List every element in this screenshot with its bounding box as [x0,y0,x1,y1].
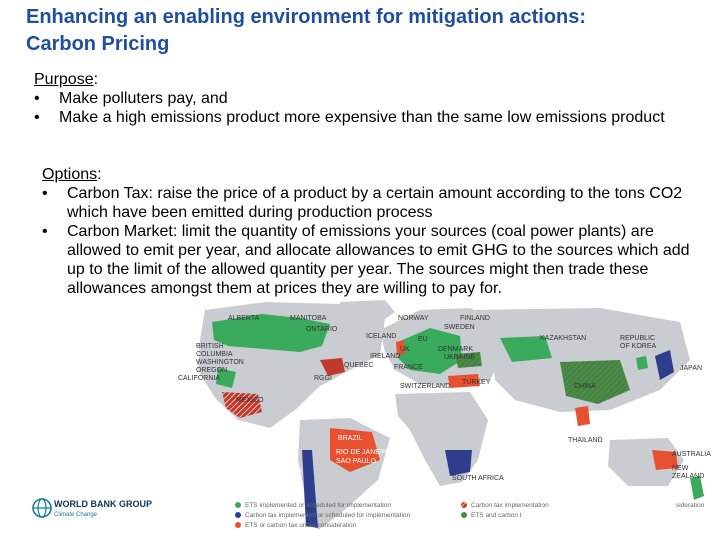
legend-consider-swatch [235,522,241,528]
map-label-chile: CHILE [282,469,303,476]
options-bullet-2: Carbon Market: limit the quantity of emi… [67,223,690,297]
slide-title: Enhancing an enabling environment for mi… [26,4,706,58]
map-label-japan: JAPAN [680,365,702,372]
new-zealand-region [690,476,704,500]
chile-region [302,450,318,528]
ukraine-region [455,352,482,368]
australia-landmass [608,438,684,486]
map-label-sao-paulo: SAO PAULO [336,458,376,465]
map-legend: ETS implemented or scheduled for impleme… [235,502,705,529]
slide-title-line-2: Carbon Pricing [26,33,170,55]
kazakhstan-region [500,336,552,362]
legend-tax-label: Carbon tax implemented or scheduled for … [245,512,411,519]
canada-ets-region [212,314,330,352]
slide-title-line-1: Enhancing an enabling environment for mi… [26,6,587,28]
map-label-new-zealand-2: ZEALAND [672,473,704,480]
carbon-pricing-world-map: BRAZIL RIO DE JANEIRO SAO PAULO CHILE SO… [32,300,711,530]
list-item: • Carbon Market: limit the quantity of em… [42,222,707,298]
list-item: • Make a high emissions product more expe… [34,108,694,127]
map-label-brazil: BRAZIL [338,435,363,442]
asia-landmass [470,308,690,412]
eu-ets-region [398,328,462,374]
list-item: • Make polluters pay, and [34,89,694,108]
map-label-rio: RIO DE JANEIRO [336,449,393,456]
map-label-switzerland: SWITZERLAND [400,383,450,390]
uk-region [396,340,405,355]
australia-region [652,450,678,470]
legend-ets-and-tax-swatch [461,512,467,518]
legend-tax-impl-swatch [461,502,467,508]
map-label-australia: AUSTRALIA [672,451,711,458]
mexico-region [222,392,262,418]
japan-region [655,350,674,380]
legend-tax-impl-label: Carbon tax implementation [471,502,549,509]
world-bank-logo-name: WORLD BANK GROUP [54,499,152,509]
options-heading: Options: [42,166,102,183]
korea-region [636,356,648,370]
list-item: • Carbon Tax: raise the price of a produc… [42,184,707,222]
legend-ets-label: ETS implemented or scheduled for impleme… [245,502,391,509]
world-bank-logo: WORLD BANK GROUP Climate Change [32,498,152,518]
legend-consider-label: ETS or carbon tax under consideration [245,522,357,529]
thailand-region [575,406,590,426]
quebec-region [320,358,345,376]
purpose-section: Purpose: • Make polluters pay, and • Make … [34,70,694,127]
purpose-bullet-2: Make a high emissions product more expen… [59,109,665,126]
africa-landmass [395,392,488,486]
south-africa-region [445,450,472,476]
brazil-region [330,428,380,472]
map-label-south-africa: SOUTH AFRICA [452,475,504,482]
greenland-landmass [340,300,395,328]
legend-ets-swatch [235,502,241,508]
world-bank-logo-sub: Climate Change [54,512,98,518]
bullet-marker: • [42,223,48,240]
options-list: • Carbon Tax: raise the price of a produc… [42,184,707,298]
map-label-thailand: THAILAND [568,437,603,444]
california-region [216,368,236,388]
legend-tax-swatch [235,512,241,518]
china-region [560,360,630,404]
legend-consideration-fragment: sideration [676,502,705,509]
legend-ets-and-tax-label: ETS and carbon t [471,512,522,519]
map-label-mexico: MEXICO [236,397,264,404]
bullet-marker: • [34,90,40,107]
options-section: Options: • Carbon Tax: raise the price of… [42,165,707,298]
map-label-china: CHINA [574,383,596,390]
turkey-region [448,374,480,388]
map-label-new-zealand-1: NEW [672,465,689,472]
purpose-bullet-1: Make polluters pay, and [59,90,228,107]
purpose-list: • Make polluters pay, and • Make a high em… [34,89,694,127]
map-label-turkey: TURKEY [462,379,491,386]
purpose-heading: Purpose: [34,71,99,88]
options-bullet-1: Carbon Tax: raise the price of a product… [67,185,683,221]
bullet-marker: • [42,185,48,202]
bullet-marker: • [34,109,40,126]
